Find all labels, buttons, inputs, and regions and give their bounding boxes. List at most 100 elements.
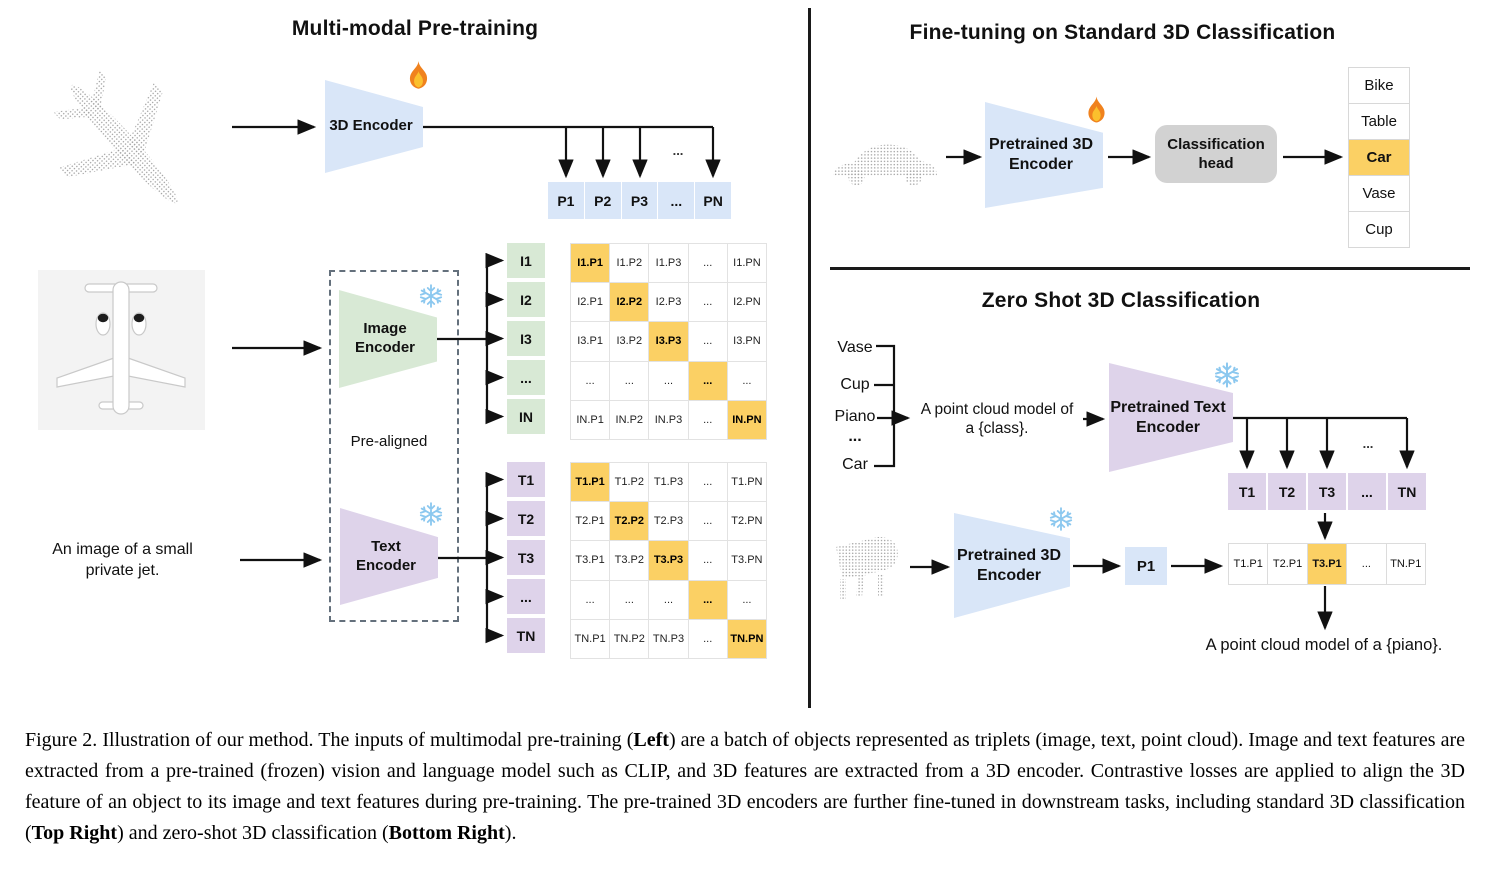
zero-shot-class-label: Piano — [834, 408, 876, 425]
image-feature-column: I1 I2 I3... IN — [507, 243, 545, 438]
text-input-caption: An image of a small private jet. — [52, 541, 193, 580]
matrix-cell: ... — [688, 541, 727, 580]
zero-shot-class-labels: Vase Cup Piano... Car — [823, 0, 887, 500]
matrix-cell: TN.P3 — [649, 619, 688, 658]
cell: T2 — [1268, 473, 1306, 510]
class-prediction-list: Bike Table Car Vase Cup — [1348, 67, 1410, 248]
zero-shot-text-feature-row: T1 T2 T3... TN — [1228, 473, 1426, 510]
image-point-similarity-matrix: I1.P1 I1.P2 I1.P3... I1.PN I2.P1 I2.P2 I2.P3..… — [570, 243, 767, 440]
car-point-cloud — [833, 144, 937, 186]
pre-aligned-box — [329, 270, 459, 622]
text-feature-column: T1 T2 T3... TN — [507, 462, 545, 657]
3d-encoder-label: 3D Encoder — [329, 117, 413, 135]
cell: ... — [1348, 473, 1386, 510]
cell: Vase — [1349, 176, 1409, 211]
cell: I2 — [507, 282, 545, 317]
matrix-cell: T2.P3 — [649, 502, 688, 541]
branch-ellipsis: ... — [1362, 436, 1374, 451]
figure-caption: Figure 2. Illustration of our method. Th… — [25, 725, 1465, 849]
cell: ... — [507, 579, 545, 614]
caption-text: ). — [504, 822, 517, 844]
matrix-cell: IN.PN — [727, 400, 766, 439]
matrix-cell: ... — [688, 283, 727, 322]
airplane-point-cloud — [53, 70, 178, 204]
matrix-cell: ... — [727, 580, 766, 619]
cell: ... — [507, 360, 545, 395]
matrix-cell: T1.P2 — [610, 463, 649, 502]
zero-shot-class-label: Vase — [837, 339, 873, 356]
matrix-cell: TN.P2 — [610, 619, 649, 658]
cell: P3 — [621, 182, 658, 219]
matrix-cell: T1.P1 — [571, 463, 610, 502]
matrix-cell: I3.PN — [727, 322, 766, 361]
matrix-cell: IN.P1 — [571, 400, 610, 439]
matrix-cell: T1.P3 — [649, 463, 688, 502]
matrix-cell: ... — [571, 361, 610, 400]
pretrained-text-encoder-label: Pretrained Text Encoder — [1110, 398, 1226, 436]
matrix-cell: I2.P3 — [649, 283, 688, 322]
matrix-cell: ... — [649, 580, 688, 619]
cell: T3 — [1308, 473, 1346, 510]
cell: T3.P1 — [1307, 544, 1347, 584]
zero-shot-class-label: Cup — [840, 376, 870, 393]
pretrained-3d-encoder-label: Pretrained 3D Encoder — [988, 136, 1094, 173]
matrix-cell: ... — [688, 619, 727, 658]
matrix-cell: ... — [688, 502, 727, 541]
cell: T1 — [1228, 473, 1266, 510]
flame-icon — [1088, 96, 1105, 123]
snowflake-icon — [419, 502, 443, 526]
horizontal-divider — [830, 267, 1470, 270]
cell: I1 — [507, 243, 545, 278]
matrix-cell: T2.PN — [727, 502, 766, 541]
cell: T1.P1 — [1229, 544, 1268, 584]
matrix-cell: ... — [571, 580, 610, 619]
cell: T3 — [507, 540, 545, 575]
matrix-cell: TN.PN — [727, 619, 766, 658]
snowflake-icon — [1049, 507, 1073, 531]
caption-bold-ref: Bottom Right — [388, 822, 505, 844]
matrix-cell: I2.PN — [727, 283, 766, 322]
cell: Cup — [1349, 212, 1409, 247]
caption-bold-ref: Left — [633, 729, 669, 751]
cell: IN — [507, 399, 545, 434]
caption-text: Figure 2. Illustration of our method. Th… — [25, 729, 634, 751]
cell: T2 — [507, 501, 545, 536]
pre-aligned-label: Pre-aligned — [350, 433, 428, 450]
matrix-cell: IN.P3 — [649, 400, 688, 439]
zero-shot-class-label: ... — [848, 428, 862, 445]
prompt-text: A point cloud model of a {class}. — [920, 401, 1074, 438]
matrix-cell: T3.P1 — [571, 541, 610, 580]
matrix-cell: T3.P2 — [610, 541, 649, 580]
p1-feature-cell: P1 — [1125, 547, 1167, 585]
cell: Car — [1349, 140, 1409, 175]
cell: TN — [507, 618, 545, 653]
matrix-cell: ... — [727, 361, 766, 400]
cell: PN — [695, 182, 731, 219]
left-panel-title: Multi-modal Pre-training — [291, 17, 539, 40]
matrix-cell: I3.P1 — [571, 322, 610, 361]
cell: P1 — [548, 182, 584, 219]
vertical-divider — [808, 8, 811, 708]
matrix-cell: I1.PN — [727, 244, 766, 283]
classification-head-block: Classification head — [1155, 125, 1277, 183]
matrix-cell: T3.P3 — [649, 541, 688, 580]
matrix-cell: I2.P1 — [571, 283, 610, 322]
image-encoder-label: Image Encoder — [354, 320, 415, 356]
matrix-cell: IN.P2 — [610, 400, 649, 439]
matrix-cell: T2.P2 — [610, 502, 649, 541]
snowflake-icon — [419, 284, 443, 308]
caption-text: ) and zero-shot 3D classification ( — [117, 822, 389, 844]
flame-icon — [409, 61, 428, 89]
result-text: A point cloud model of a {piano}. — [1205, 636, 1443, 654]
matrix-cell: ... — [688, 244, 727, 283]
cell: ... — [1347, 544, 1386, 584]
zero-shot-class-label: Car — [842, 456, 868, 473]
matrix-cell: ... — [610, 361, 649, 400]
zero-shot-3d-encoder-label: Pretrained 3D Encoder — [956, 546, 1062, 584]
cell: TN — [1388, 473, 1426, 510]
cell: Table — [1349, 104, 1409, 139]
matrix-cell: ... — [688, 322, 727, 361]
p-feature-row: P1 P2 P3... PN — [548, 182, 731, 219]
piano-point-cloud — [836, 537, 898, 599]
